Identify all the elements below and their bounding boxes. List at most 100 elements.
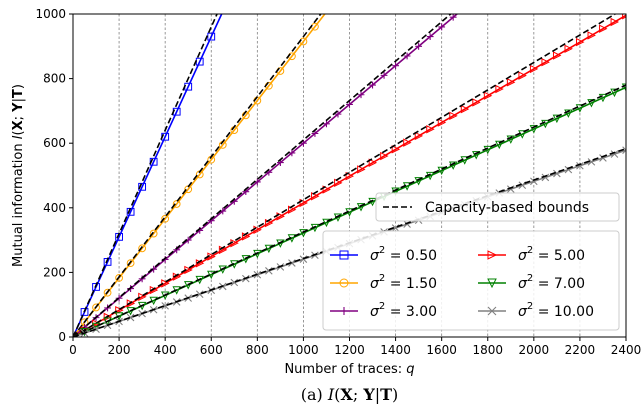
x-tick-label: 1800 [472,343,503,357]
series-4 [73,83,626,337]
series-legend-frame [322,230,620,331]
series-point [483,91,493,100]
series-point [506,78,516,87]
x-tick-label: 2200 [565,343,596,357]
series-point [357,91,365,99]
series-point [357,165,366,174]
series-point [598,93,608,103]
legend-entry-0: σ2 = 0.50 [330,245,437,264]
series-point [518,130,527,139]
series-point [437,166,446,176]
x-tick-label: 1000 [288,343,319,357]
legend-label: σ2 = 0.50 [370,245,437,264]
legend-entry-5: σ2 = 10.00 [478,301,594,320]
series-point [288,259,296,267]
series-point [541,173,550,182]
series-point [472,98,481,107]
series-point [610,88,619,98]
y-tick-label: 200 [43,265,66,279]
series-point [403,138,412,147]
y-axis-label: Mutual information I(X; Y|T) [11,84,26,267]
series-point [207,270,216,280]
series-point [80,308,89,316]
series-point [518,71,527,80]
legend-swatch-marker [487,250,498,260]
series-point [161,214,170,223]
series-point [115,294,123,302]
legend-label: σ2 = 10.00 [518,301,594,320]
series-point [183,281,193,290]
series-point [506,135,516,144]
bound-line [73,84,626,337]
series-point [288,149,296,157]
bound-line [73,14,322,337]
series-2 [73,14,458,337]
axes: 0 200 400 600 800 1000 1200 1400 1600 1800 2000 220… [35,7,641,357]
series-point [369,81,376,89]
y-tick-label: 400 [43,201,66,215]
series-point [126,259,135,268]
series-point [322,185,331,194]
legend-swatch-marker [340,307,348,315]
series-point [138,244,147,253]
legend-swatch-marker [339,250,349,260]
x-tick-label: 600 [200,343,223,357]
y-tick-label: 800 [43,72,66,86]
series-point [622,14,626,20]
series-point [115,305,124,315]
series-point [115,273,123,282]
legend-swatch-marker [487,306,497,316]
series-point [334,178,343,188]
series-point [599,24,608,33]
series-point [138,292,147,301]
series-point [437,118,447,127]
series-point [449,111,458,121]
series-point [552,51,562,60]
series-point [92,303,100,312]
series-point [368,158,378,167]
x-tick-label: 800 [246,343,269,357]
series-point [103,288,112,297]
bound-legend-frame [375,192,620,222]
series-point [161,302,169,310]
x-tick-label: 1600 [426,343,457,357]
x-tick-label: 2400 [611,343,642,357]
legend-entry-3: σ2 = 5.00 [478,245,585,264]
legend-entry-1: σ2 = 1.50 [330,273,437,292]
series-point [426,125,435,134]
x-tick-label: 1400 [380,343,411,357]
x-tick-label: 400 [154,343,177,357]
series-point [299,229,308,238]
series-point [265,267,273,275]
series-point [126,307,135,316]
bound-legend: Capacity-based bounds [375,192,620,222]
series-point [449,14,457,21]
x-tick-label: 0 [69,343,77,357]
series-point [391,145,401,154]
series-point [380,151,389,161]
series-point [414,177,423,186]
legend-label: σ2 = 1.50 [370,273,437,292]
series-point [415,42,423,50]
series-point [541,57,550,67]
series-point [403,52,411,60]
series-point [610,150,619,158]
series-point [587,99,596,108]
series-point [230,278,239,287]
bound-line [73,14,218,337]
series-point [552,114,562,124]
series-point [126,313,135,322]
series-point [311,130,319,137]
series-point [356,203,366,212]
bound-line [73,14,452,337]
series-point [264,218,274,228]
series-point [576,37,585,47]
x-tick-label: 1200 [334,343,365,357]
series-point [587,31,596,40]
series-point [380,71,388,79]
figure-caption: (a) I(X; Y|T) [301,385,399,404]
series-point [149,157,158,166]
series-line [73,14,626,337]
series-point [472,151,481,160]
